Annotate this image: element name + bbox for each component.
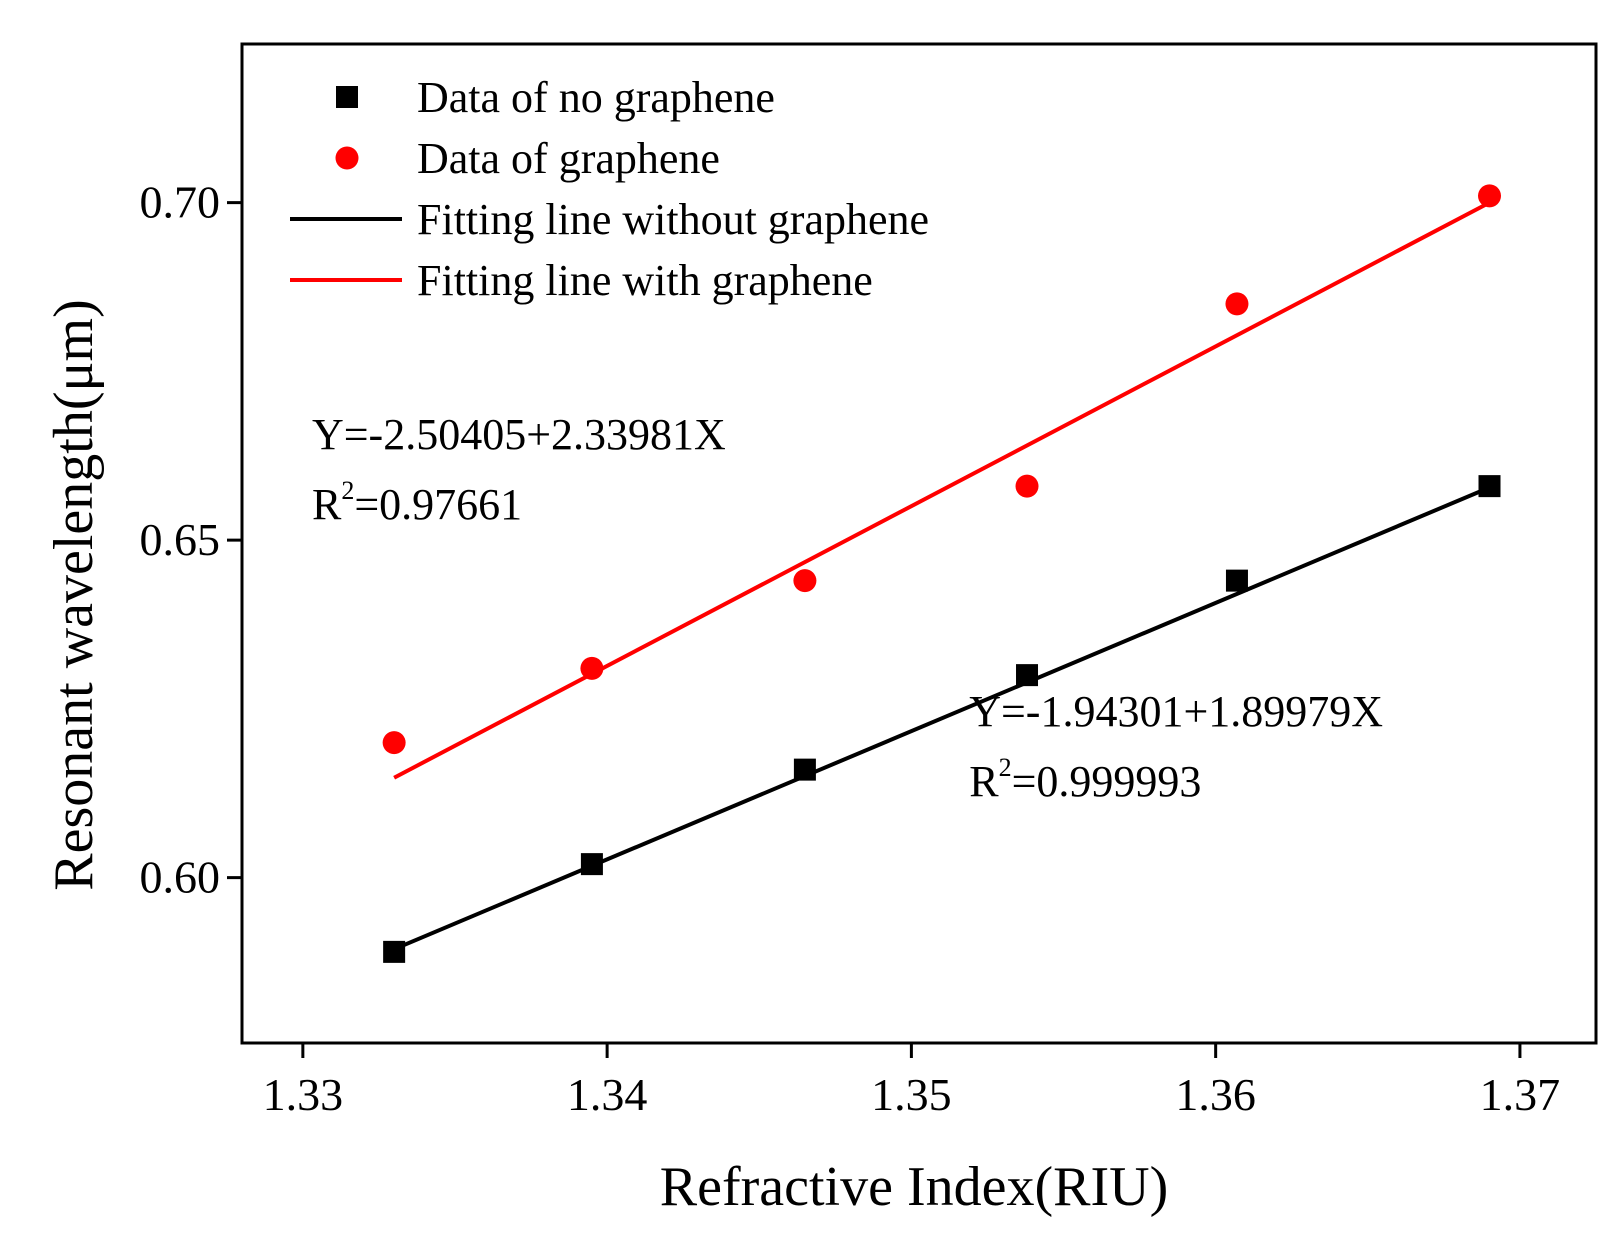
y-tick-label: 0.70	[140, 177, 221, 228]
legend: Data of no graphene Data of graphene Fitti…	[290, 73, 929, 305]
data-point-circle	[793, 569, 817, 593]
data-point-square	[383, 940, 406, 963]
x-tick-label: 1.35	[871, 1069, 952, 1120]
series-line-2	[393, 485, 1491, 952]
data-point-square	[580, 853, 603, 876]
fit-equation-no-graphene-equation: Y=-1.94301+1.89979X	[969, 687, 1383, 736]
x-tick-label: 1.33	[263, 1069, 344, 1120]
data-point-square	[1225, 569, 1248, 592]
data-point-square	[1478, 475, 1501, 498]
data-point-circle	[1225, 292, 1249, 316]
series-line-3	[393, 200, 1491, 780]
plot-frame	[240, 42, 1598, 1045]
legend-label: Data of no graphene	[417, 73, 775, 122]
fit-annotations: Y=-2.50405+2.33981X R2=0.97661 Y=-1.94301+…	[312, 410, 1383, 806]
tick-marks	[227, 201, 1522, 1058]
fit-lines	[393, 200, 1491, 952]
tick-labels: 1.33 1.34 1.35 1.36 1.37 0.60 0.65 0.70	[140, 177, 1561, 1120]
y-tick-label: 0.65	[140, 514, 221, 565]
data-markers	[382, 184, 1502, 963]
data-point-circle	[1478, 184, 1502, 208]
data-point-circle	[1015, 474, 1039, 498]
data-point-circle	[580, 656, 604, 680]
legend-label: Fitting line with graphene	[417, 256, 873, 305]
data-point-circle	[382, 731, 406, 755]
fit-equation-graphene-r-squared: R2=0.97661	[312, 476, 522, 529]
fit-equation-no-graphene-r-squared: R2=0.999993	[969, 753, 1201, 806]
x-tick-label: 1.34	[567, 1069, 648, 1120]
legend-label: Data of graphene	[417, 134, 720, 183]
y-axis-title: Resonant wavelength(μm)	[43, 299, 105, 890]
data-point-square	[793, 758, 816, 781]
y-tick-label: 0.60	[140, 852, 221, 903]
data-point-square	[1016, 664, 1039, 687]
legend-circle-swatch	[335, 146, 359, 170]
x-axis-title: Refractive Index(RIU)	[660, 1156, 1168, 1218]
x-tick-label: 1.36	[1175, 1069, 1256, 1120]
legend-square-swatch	[336, 86, 358, 108]
legend-label: Fitting line without graphene	[417, 195, 929, 244]
x-tick-label: 1.37	[1480, 1069, 1561, 1120]
fit-equation-graphene-equation: Y=-2.50405+2.33981X	[312, 410, 726, 459]
